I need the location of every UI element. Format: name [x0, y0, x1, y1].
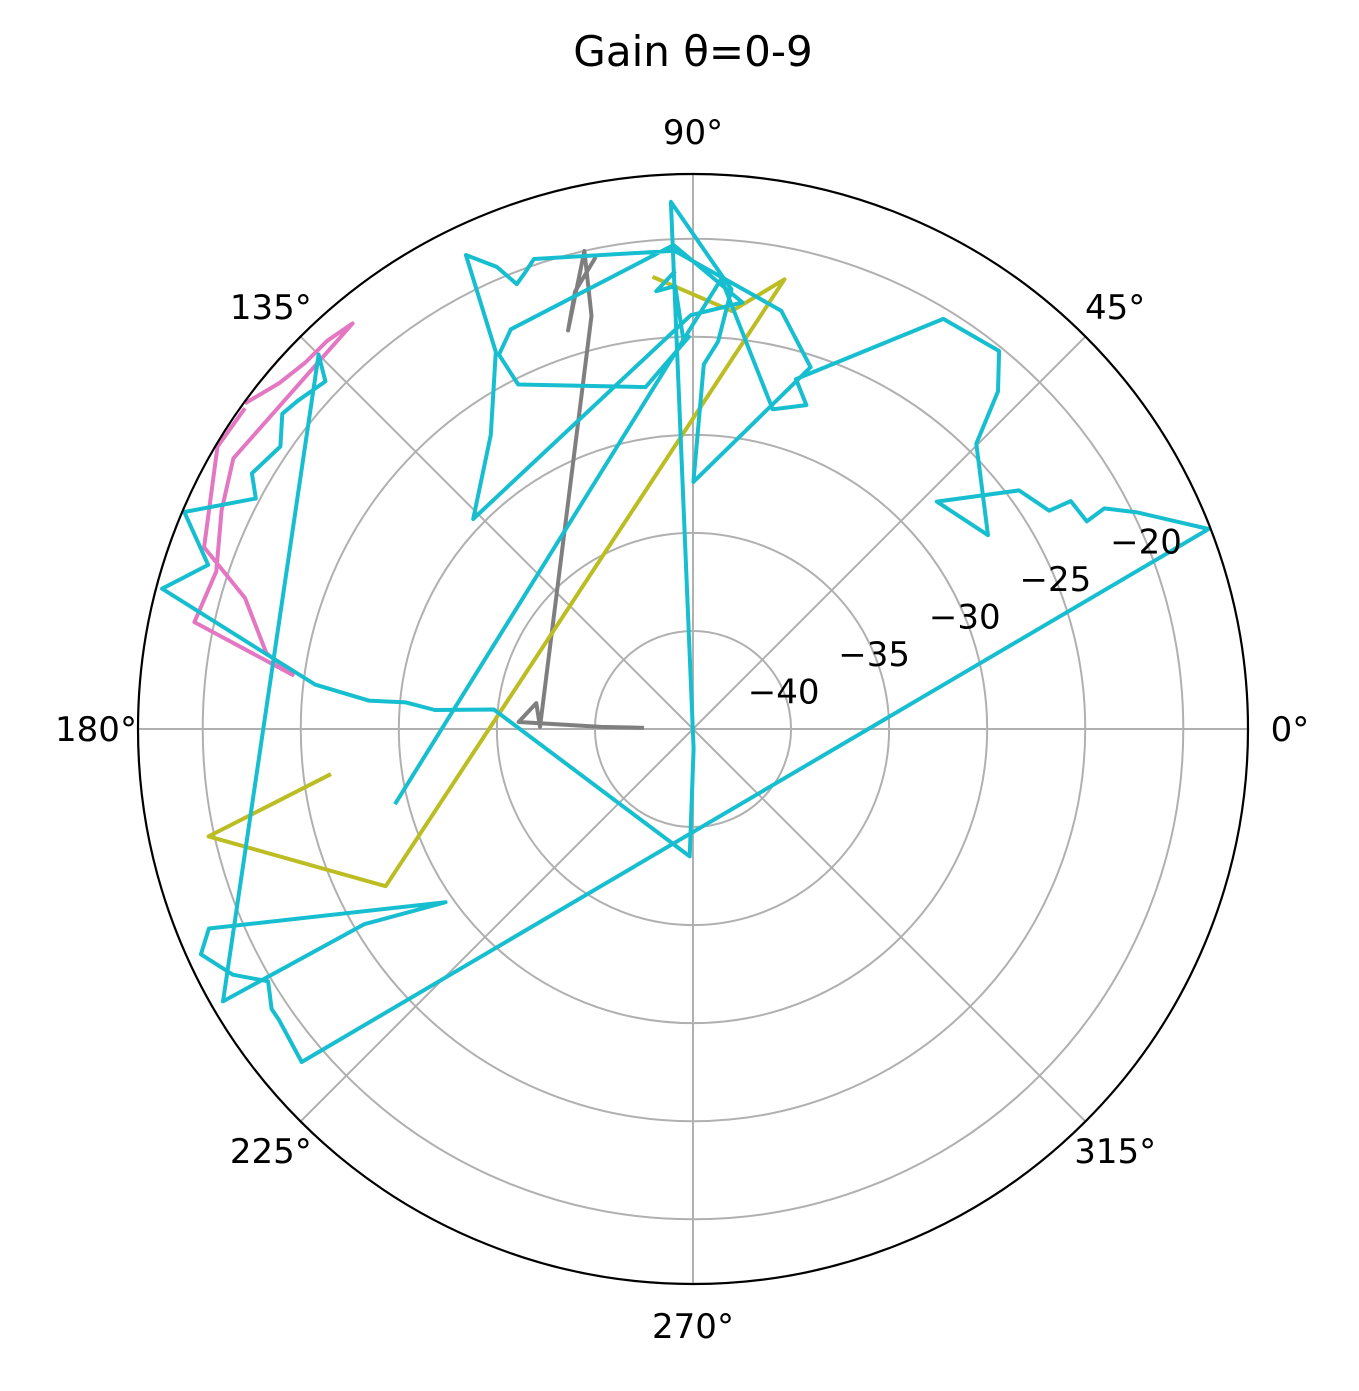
theta-tick-label: 0° — [1271, 710, 1310, 750]
theta-gridline-135 — [299, 335, 694, 730]
tick-labels: 0° 45° 90° 135° 180° 225° 270° 315° −40 −35 −30 −25… — [55, 113, 1309, 1347]
series-line-3 — [206, 274, 787, 889]
series-group — [160, 199, 1211, 1064]
r-gridline — [495, 531, 891, 927]
r-tick-label: −35 — [838, 635, 910, 675]
theta-tick-label: 135° — [230, 288, 312, 328]
r-gridline — [299, 335, 1087, 1123]
theta-tick-label: 90° — [663, 113, 723, 153]
series-line-1 — [192, 321, 355, 677]
r-tick-label: −25 — [1019, 560, 1091, 600]
r-gridline — [397, 433, 989, 1025]
theta-tick-label: 270° — [652, 1307, 734, 1347]
r-tick-label: −40 — [748, 672, 820, 712]
theta-gridline-45 — [692, 335, 1087, 730]
theta-tick-label: 225° — [230, 1132, 312, 1172]
r-tick-label: −20 — [1110, 522, 1182, 562]
r-tick-label: −30 — [929, 597, 1001, 637]
theta-tick-label: 45° — [1085, 288, 1145, 328]
polar-frame — [136, 172, 1250, 1286]
series-line-4 — [160, 199, 1211, 1064]
theta-gridline-315 — [692, 728, 1087, 1123]
r-gridline — [593, 629, 793, 829]
r-gridline — [201, 237, 1185, 1221]
theta-tick-label: 180° — [55, 710, 137, 750]
series-line-2 — [516, 248, 645, 730]
theta-gridline-225 — [299, 728, 694, 1123]
chart-title: Gain θ=0-9 — [573, 27, 812, 76]
theta-tick-label: 315° — [1074, 1132, 1156, 1172]
polar-grid — [138, 174, 1248, 1284]
